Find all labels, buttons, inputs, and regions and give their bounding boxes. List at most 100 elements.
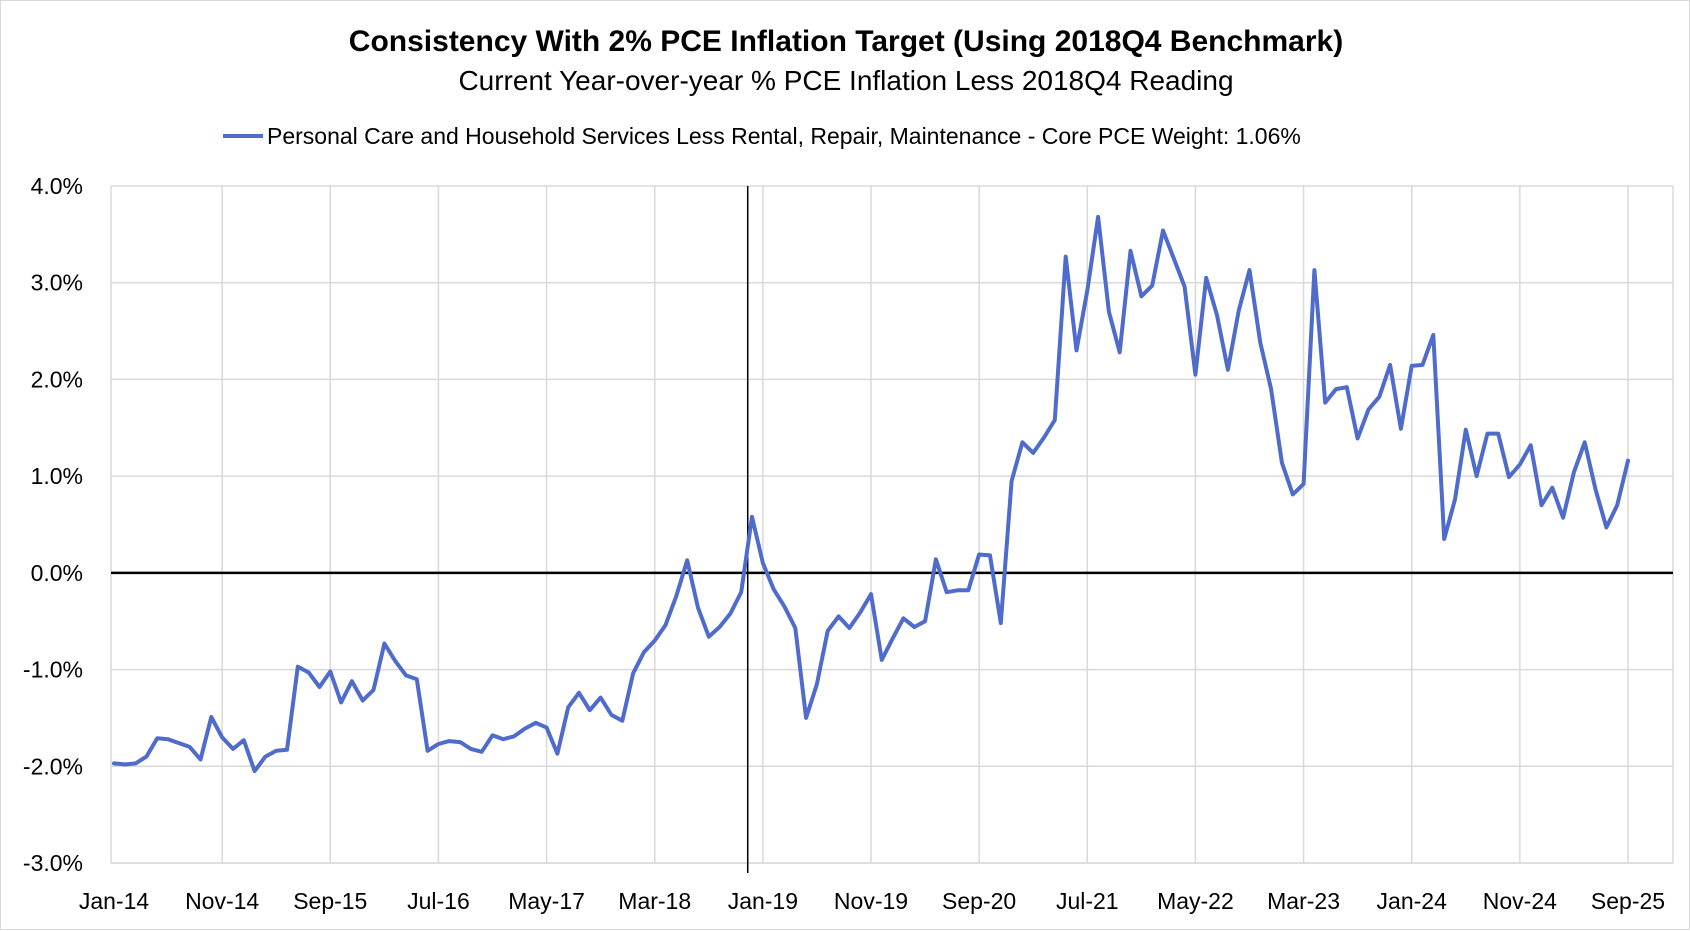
data-point	[1431, 333, 1435, 337]
data-point	[837, 614, 841, 618]
data-point	[718, 625, 722, 629]
x-tick-label: Sep-25	[1591, 888, 1665, 914]
data-point	[1615, 503, 1619, 507]
legend: Personal Care and Household Services Les…	[223, 123, 1301, 149]
data-point	[1485, 432, 1489, 436]
data-point	[1183, 285, 1187, 289]
x-tick-label: May-17	[508, 888, 585, 914]
data-point	[1496, 432, 1500, 436]
data-point	[1172, 257, 1176, 261]
data-point	[458, 740, 462, 744]
data-point	[1020, 440, 1024, 444]
data-point	[1312, 268, 1316, 272]
tick-labels: 4.0% 3.0% 2.0% 1.0% 0.0% -1.0% -2.0% -3.0% Jan-1…	[23, 173, 1665, 914]
y-tick-label: 1.0%	[31, 463, 83, 489]
data-point	[1323, 401, 1327, 405]
data-point	[436, 742, 440, 746]
data-point	[555, 752, 559, 756]
y-tick-label: 4.0%	[31, 173, 83, 199]
data-point	[1129, 249, 1133, 253]
x-tick-label: Jan-14	[79, 888, 150, 914]
data-point	[144, 755, 148, 759]
data-point	[1150, 284, 1154, 288]
data-point	[1161, 229, 1165, 233]
data-point	[988, 553, 992, 557]
data-point	[923, 619, 927, 623]
data-point	[199, 758, 203, 762]
data-point	[1583, 440, 1587, 444]
data-point	[1399, 427, 1403, 431]
data-point	[1442, 537, 1446, 541]
data-point	[1356, 436, 1360, 440]
data-point	[1139, 294, 1143, 298]
data-point	[1626, 459, 1630, 463]
y-tick-label: 2.0%	[31, 366, 83, 392]
data-point	[750, 515, 754, 519]
data-point	[1096, 215, 1100, 219]
data-point	[934, 557, 938, 561]
data-point	[220, 735, 224, 739]
chart-title: Consistency With 2% PCE Inflation Target…	[349, 25, 1343, 58]
data-point	[631, 671, 635, 675]
chart-subtitle: Current Year-over-year % PCE Inflation L…	[458, 65, 1233, 96]
data-point	[977, 553, 981, 557]
data-point	[350, 679, 354, 683]
legend-label: Personal Care and Household Services Les…	[267, 123, 1301, 149]
data-point	[112, 761, 116, 765]
data-point	[891, 637, 895, 641]
data-point	[1010, 479, 1014, 483]
data-point	[901, 616, 905, 620]
axes	[110, 186, 1673, 873]
data-point	[685, 558, 689, 562]
data-point	[134, 761, 138, 765]
data-point	[783, 605, 787, 609]
data-point	[1237, 309, 1241, 313]
data-point	[209, 715, 213, 719]
data-point	[642, 650, 646, 654]
data-point	[1215, 314, 1219, 318]
data-point	[858, 611, 862, 615]
data-point	[1507, 475, 1511, 479]
data-point	[1204, 276, 1208, 280]
series-line	[112, 214, 1630, 774]
y-tick-label: -1.0%	[23, 657, 83, 683]
data-point	[1421, 363, 1425, 367]
data-point	[761, 561, 765, 565]
data-point	[166, 737, 170, 741]
data-point	[1453, 497, 1457, 501]
y-tick-label: -3.0%	[23, 850, 83, 876]
data-point	[1193, 373, 1197, 377]
data-point	[588, 708, 592, 712]
data-point	[253, 769, 257, 773]
x-tick-label: Jul-16	[407, 888, 470, 914]
data-point	[393, 659, 397, 663]
x-tick-label: Mar-18	[618, 888, 691, 914]
data-point	[231, 747, 235, 751]
data-point	[177, 741, 181, 745]
data-point	[880, 658, 884, 662]
data-point	[1410, 364, 1414, 368]
data-point	[1053, 418, 1057, 422]
data-point	[339, 701, 343, 705]
data-point	[696, 606, 700, 610]
data-point	[263, 755, 267, 759]
data-point	[728, 612, 732, 616]
data-point	[491, 733, 495, 737]
data-point	[869, 592, 873, 596]
data-point	[1377, 395, 1381, 399]
x-tick-label: Sep-15	[293, 888, 367, 914]
data-point	[285, 748, 289, 752]
data-point	[318, 685, 322, 689]
x-tick-label: May-22	[1157, 888, 1234, 914]
data-point	[1085, 289, 1089, 293]
data-point	[480, 750, 484, 754]
data-point	[1464, 428, 1468, 432]
data-point	[155, 736, 159, 740]
gridlines	[111, 185, 1674, 864]
data-point	[1604, 525, 1608, 529]
data-point	[1042, 436, 1046, 440]
data-point	[945, 590, 949, 594]
data-point	[1594, 488, 1598, 492]
data-point	[739, 590, 743, 594]
